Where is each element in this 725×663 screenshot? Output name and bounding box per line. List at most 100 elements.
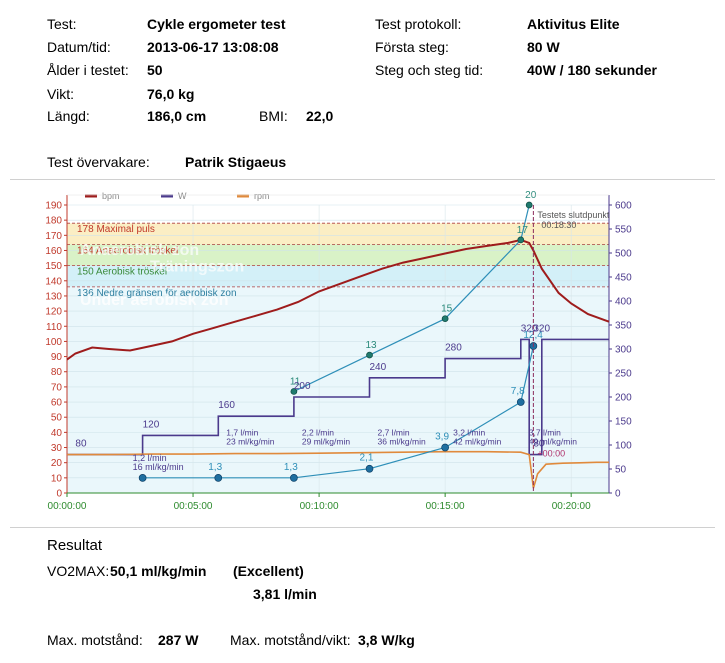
left-tick-label: 50 [51, 413, 63, 424]
langd-value: 186,0 cm [147, 108, 207, 124]
series-line-W [67, 338, 609, 456]
max-motstand-vikt-value: 3,8 W/kg [358, 632, 415, 648]
step-watt-label: 160 [218, 400, 235, 411]
x-tick-label: 00:20:00 [552, 501, 591, 512]
vo2-point [290, 473, 298, 482]
test-value: Cykle ergometer test [147, 16, 286, 32]
zone-name: Under aerobisk zon [80, 292, 228, 309]
hr-marker-point [290, 388, 298, 395]
forsta-value: 80 W [527, 39, 560, 55]
vo2-point-label: 2,1 [360, 453, 374, 464]
step-watt-label: 320 [533, 323, 550, 334]
right-tick-label: 150 [615, 417, 632, 428]
left-tick-label: 170 [45, 231, 62, 242]
step-watt-label: 80 [533, 439, 545, 450]
step-o2-label: 3,7 l/min [529, 427, 561, 437]
step-o2-label: 36 ml/kg/min [378, 436, 426, 446]
zone-label: 178 Maximal puls [77, 224, 155, 235]
hr-marker-point [517, 236, 525, 244]
right-tick-label: 600 [615, 201, 632, 212]
datum-label: Datum/tid: [47, 39, 111, 55]
zone-band-lower [67, 286, 609, 493]
zone-label: 136 Nedre gränsen för aerobisk zon [77, 288, 237, 299]
chart-bottom-border [10, 527, 715, 528]
overvakare-value: Patrik Stigaeus [185, 154, 287, 170]
zone-name: Anaerobisk zon [80, 242, 199, 259]
langd-label: Längd: [47, 108, 90, 124]
left-tick-label: 100 [45, 337, 62, 348]
left-tick-label: 110 [46, 322, 62, 333]
right-tick-label: 50 [615, 465, 627, 476]
hr-marker-point [441, 315, 449, 323]
max-motstand-value: 287 W [158, 632, 199, 648]
vo2-point-label: 1,2 l/min [133, 453, 167, 463]
zone-band [67, 244, 609, 266]
vo2-point [516, 398, 525, 406]
zone-label: 150 Aerobisk tröskel [77, 267, 167, 278]
hr-marker-point [525, 201, 533, 209]
left-tick-label: 90 [51, 352, 63, 363]
vikt-value: 76,0 kg [147, 86, 195, 102]
test-label: Test: [47, 16, 77, 32]
step-o2-label: 49 ml/kg/min [529, 436, 577, 446]
resultat-heading: Resultat [47, 537, 103, 554]
left-tick-label: 20 [51, 458, 63, 469]
hr-marker-label: 20 [525, 190, 537, 201]
alder-label: Ålder i testet: [47, 62, 129, 78]
left-tick-label: 0 [56, 489, 62, 500]
hr-marker-label: 17 [517, 225, 529, 236]
step-watt-label: 320 [521, 323, 538, 334]
x-tick-label: 00:10:00 [300, 501, 339, 512]
step-o2-label: 1,7 l/min [226, 427, 258, 437]
right-tick-label: 100 [615, 441, 632, 452]
right-tick-label: 250 [615, 369, 632, 380]
right-tick-label: 0 [615, 489, 621, 500]
left-tick-label: 140 [45, 276, 62, 287]
hr-power-chart: 178 Maximal puls 164 Anaerobisk tröskel 15… [45, 190, 632, 512]
vo2max-lpm: 3,81 l/min [253, 586, 317, 602]
step-o2-label: 3,2 l/min [453, 427, 485, 437]
end-annotation-time: 00:18:30 [541, 220, 576, 230]
protokoll-label: Test protokoll: [375, 16, 462, 32]
hr-marker-label: 13 [366, 340, 378, 351]
left-tick-label: 160 [45, 246, 62, 257]
left-tick-label: 120 [45, 307, 62, 318]
vo2-point-label: 12,4 [523, 330, 543, 341]
legend-label: W [178, 191, 187, 201]
step-watt-label: 200 [294, 381, 311, 392]
step-watt-label: 280 [445, 343, 462, 354]
right-tick-label: 550 [615, 225, 632, 236]
vo2-point-label: 1,3 [284, 462, 298, 473]
right-tick-label: 300 [615, 345, 632, 356]
left-tick-label: 180 [45, 216, 62, 227]
alder-value: 50 [147, 62, 163, 78]
bmi-value: 22,0 [306, 108, 334, 124]
vo2-point [365, 464, 374, 473]
end-annotation-label: Testets slutdpunkt [537, 210, 610, 220]
vikt-label: Vikt: [47, 86, 74, 102]
left-tick-label: 30 [51, 443, 63, 454]
vo2-point [214, 473, 223, 482]
hr-marker-point [366, 351, 373, 359]
step-o2-label: 29 ml/kg/min [302, 436, 350, 446]
vo2-point-label: 16 ml/kg/min [133, 462, 184, 472]
vo2-point-label: 7,8 [511, 386, 525, 397]
right-tick-label: 450 [615, 273, 632, 284]
chart-top-border [10, 179, 715, 180]
protokoll-value: Aktivitus Elite [527, 16, 620, 32]
step-watt-label: 240 [370, 362, 387, 373]
hr-marker-label: 11 [290, 376, 301, 387]
right-tick-label: 500 [615, 249, 632, 260]
vo2max-value: 50,1 ml/kg/min [110, 563, 207, 579]
right-tick-label: 200 [615, 393, 632, 404]
step-o2-label: 23 ml/kg/min [226, 436, 274, 446]
vo2-point [441, 443, 449, 452]
x-tick-label: 00:05:00 [174, 501, 213, 512]
x-tick-label: 00:15:00 [426, 501, 465, 512]
left-tick-label: 190 [45, 201, 62, 212]
zone-band [67, 265, 609, 287]
step-watt-label: 80 [75, 439, 87, 450]
series-line-bpm [66, 238, 610, 361]
hr-marker-label: 15 [441, 304, 453, 315]
step-o2-label: 42 ml/kg/min [453, 436, 501, 446]
